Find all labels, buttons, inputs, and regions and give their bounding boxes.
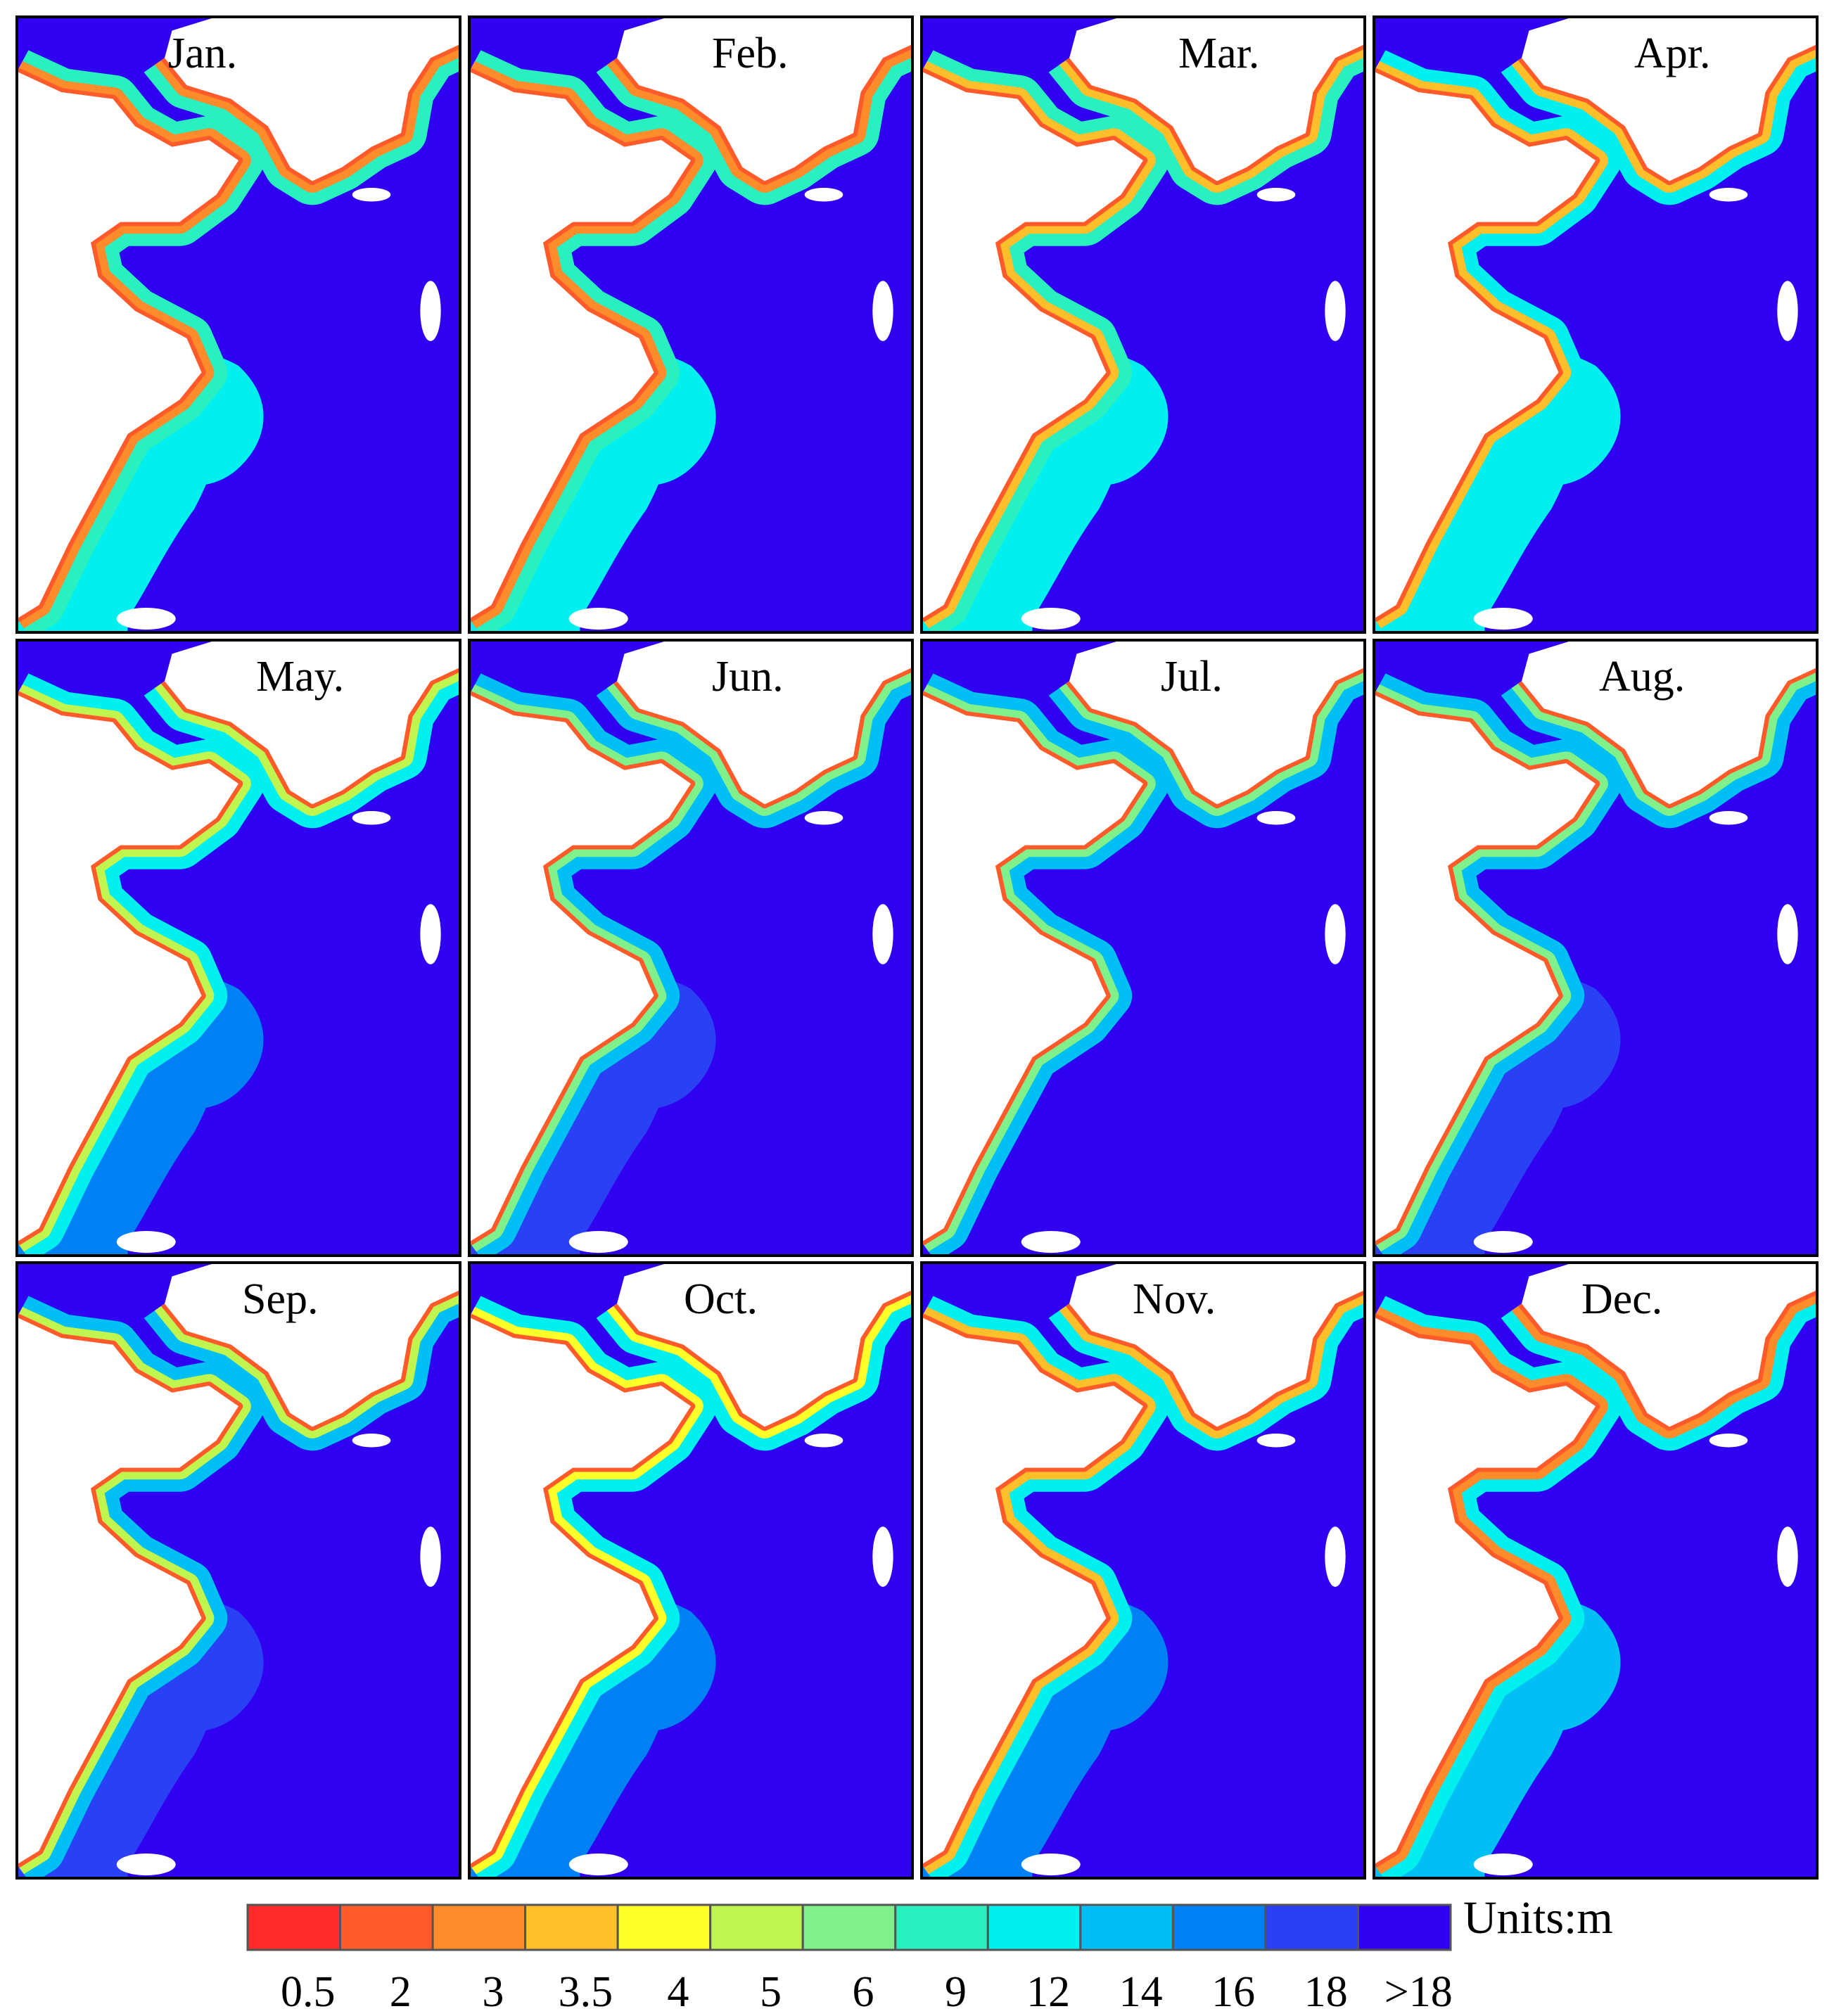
- panel-frame: [1373, 15, 1819, 634]
- monthly-map-grid: Jan. Feb. Mar. Apr. May. Jun. Jul. Aug. Sep. Oct.…: [15, 15, 1819, 1880]
- panel-month-label: Apr.: [1634, 30, 1711, 77]
- colorbar-swatch: [1171, 1903, 1267, 1951]
- panel-month-label: Aug.: [1599, 653, 1685, 701]
- panel-frame: [15, 1261, 461, 1880]
- colorbar-swatch: [894, 1903, 989, 1951]
- colorbar-tick-label: >18: [1384, 1968, 1453, 2016]
- panel-month-label: Dec.: [1581, 1275, 1662, 1323]
- panel-month-label: Feb.: [712, 30, 789, 77]
- panel-frame: [468, 15, 914, 634]
- map-panel: Aug.: [1373, 639, 1819, 1257]
- map-panel: May.: [15, 639, 461, 1257]
- map-panel: Mar.: [920, 15, 1366, 634]
- colorbar-tick-label: 2: [390, 1968, 412, 2016]
- colorbar-tick-label: 18: [1304, 1968, 1348, 2016]
- panel-frame: [15, 15, 461, 634]
- map-panel: Jun.: [468, 639, 914, 1257]
- colorbar-legend: 0.5 2 3 3.5 4 5 6 9 12 14 16 18 >18 Units:m: [246, 1892, 1613, 2016]
- panel-frame: [15, 639, 461, 1257]
- colorbar-tick-label: 5: [760, 1968, 782, 2016]
- panel-month-label: Oct.: [684, 1275, 758, 1323]
- colorbar-swatch: [524, 1903, 619, 1951]
- colorbar: [246, 1903, 1452, 1951]
- panel-frame: [920, 1261, 1366, 1880]
- map-panel: Jan.: [15, 15, 461, 634]
- map-panel: Apr.: [1373, 15, 1819, 634]
- colorbar-tick-label: 16: [1211, 1968, 1255, 2016]
- colorbar-tick-label: 6: [853, 1968, 874, 2016]
- panel-frame: [468, 1261, 914, 1880]
- colorbar-tick-label: 12: [1026, 1968, 1070, 2016]
- panel-frame: [920, 639, 1366, 1257]
- panel-frame: [920, 15, 1366, 634]
- colorbar-swatch: [339, 1903, 434, 1951]
- colorbar-tick-label: 3.5: [559, 1968, 613, 2016]
- map-panel: Jul.: [920, 639, 1366, 1257]
- colorbar-tick-label: 4: [667, 1968, 689, 2016]
- colorbar-swatch: [986, 1903, 1082, 1951]
- colorbar-swatch: [1079, 1903, 1174, 1951]
- colorbar-swatch: [616, 1903, 712, 1951]
- panel-frame: [468, 639, 914, 1257]
- colorbar-swatch: [1356, 1903, 1452, 1951]
- panel-month-label: Jul.: [1161, 653, 1223, 701]
- panel-frame: [1373, 1261, 1819, 1880]
- colorbar-swatch: [709, 1903, 804, 1951]
- legend-unit-label: Units:m: [1463, 1892, 1613, 1944]
- colorbar-swatch: [801, 1903, 897, 1951]
- map-panel: Feb.: [468, 15, 914, 634]
- colorbar-tick-label: 9: [945, 1968, 967, 2016]
- map-panel: Nov.: [920, 1261, 1366, 1880]
- panel-month-label: Sep.: [242, 1275, 319, 1323]
- map-panel: Oct.: [468, 1261, 914, 1880]
- map-panel: Dec.: [1373, 1261, 1819, 1880]
- colorbar-swatch: [431, 1903, 527, 1951]
- panel-month-label: Mar.: [1178, 30, 1259, 77]
- colorbar-swatch: [1264, 1903, 1359, 1951]
- colorbar-ticks: 0.5 2 3 3.5 4 5 6 9 12 14 16 18 >18: [281, 1968, 1453, 2016]
- colorbar-tick-label: 14: [1119, 1968, 1163, 2016]
- map-panel: Sep.: [15, 1261, 461, 1880]
- panel-month-label: Jan.: [168, 30, 237, 77]
- panel-frame: [1373, 639, 1819, 1257]
- panel-month-label: Nov.: [1133, 1275, 1216, 1323]
- colorbar-tick-label: 0.5: [281, 1968, 336, 2016]
- colorbar-tick-label: 3: [482, 1968, 504, 2016]
- colorbar-swatch: [246, 1903, 342, 1951]
- panel-month-label: Jun.: [712, 653, 784, 701]
- panel-month-label: May.: [256, 653, 344, 701]
